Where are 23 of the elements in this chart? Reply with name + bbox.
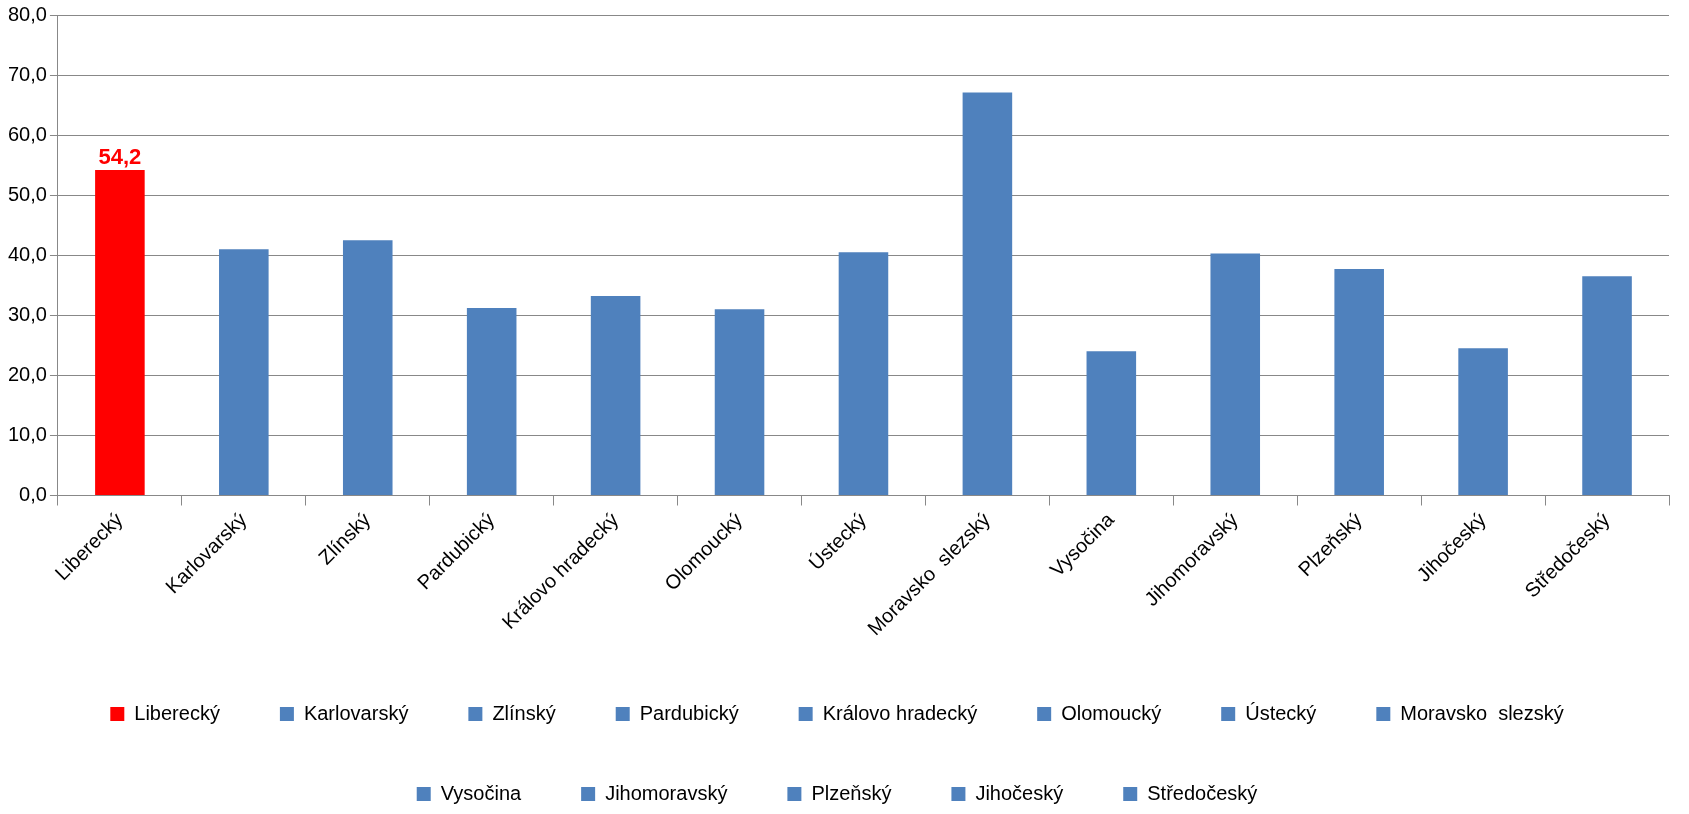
legend-label: Karlovarský bbox=[303, 701, 409, 724]
legend-label: Vysočina bbox=[440, 781, 523, 804]
legend-label: Moravsko slezský bbox=[1400, 701, 1564, 724]
legend-label: Jihomoravský bbox=[605, 781, 728, 804]
legend-label: Liberecký bbox=[134, 701, 220, 724]
y-tick-label: 30,0 bbox=[7, 302, 47, 325]
legend-label: Středočeský bbox=[1147, 781, 1258, 804]
y-tick-label: 40,0 bbox=[7, 242, 47, 265]
legend-label: Olomoucký bbox=[1061, 701, 1162, 724]
legend-label: Královo hradecký bbox=[822, 701, 978, 724]
legend-label: Jihočeský bbox=[975, 781, 1064, 804]
legend-label: Ústecký bbox=[1245, 701, 1317, 724]
y-tick-label: 80,0 bbox=[7, 2, 47, 25]
y-tick-label: 50,0 bbox=[7, 182, 47, 205]
y-tick-label: 60,0 bbox=[7, 122, 47, 145]
y-tick-label: 70,0 bbox=[7, 62, 47, 85]
data-label: 54,2 bbox=[98, 144, 142, 170]
y-tick-label: 20,0 bbox=[7, 362, 47, 385]
legend-label: Pardubický bbox=[639, 701, 739, 724]
legend-label: Plzeňský bbox=[811, 781, 892, 804]
y-tick-label: 10,0 bbox=[7, 422, 47, 445]
legend-label: Zlínský bbox=[492, 701, 556, 724]
y-tick-label: 0,0 bbox=[19, 483, 47, 506]
